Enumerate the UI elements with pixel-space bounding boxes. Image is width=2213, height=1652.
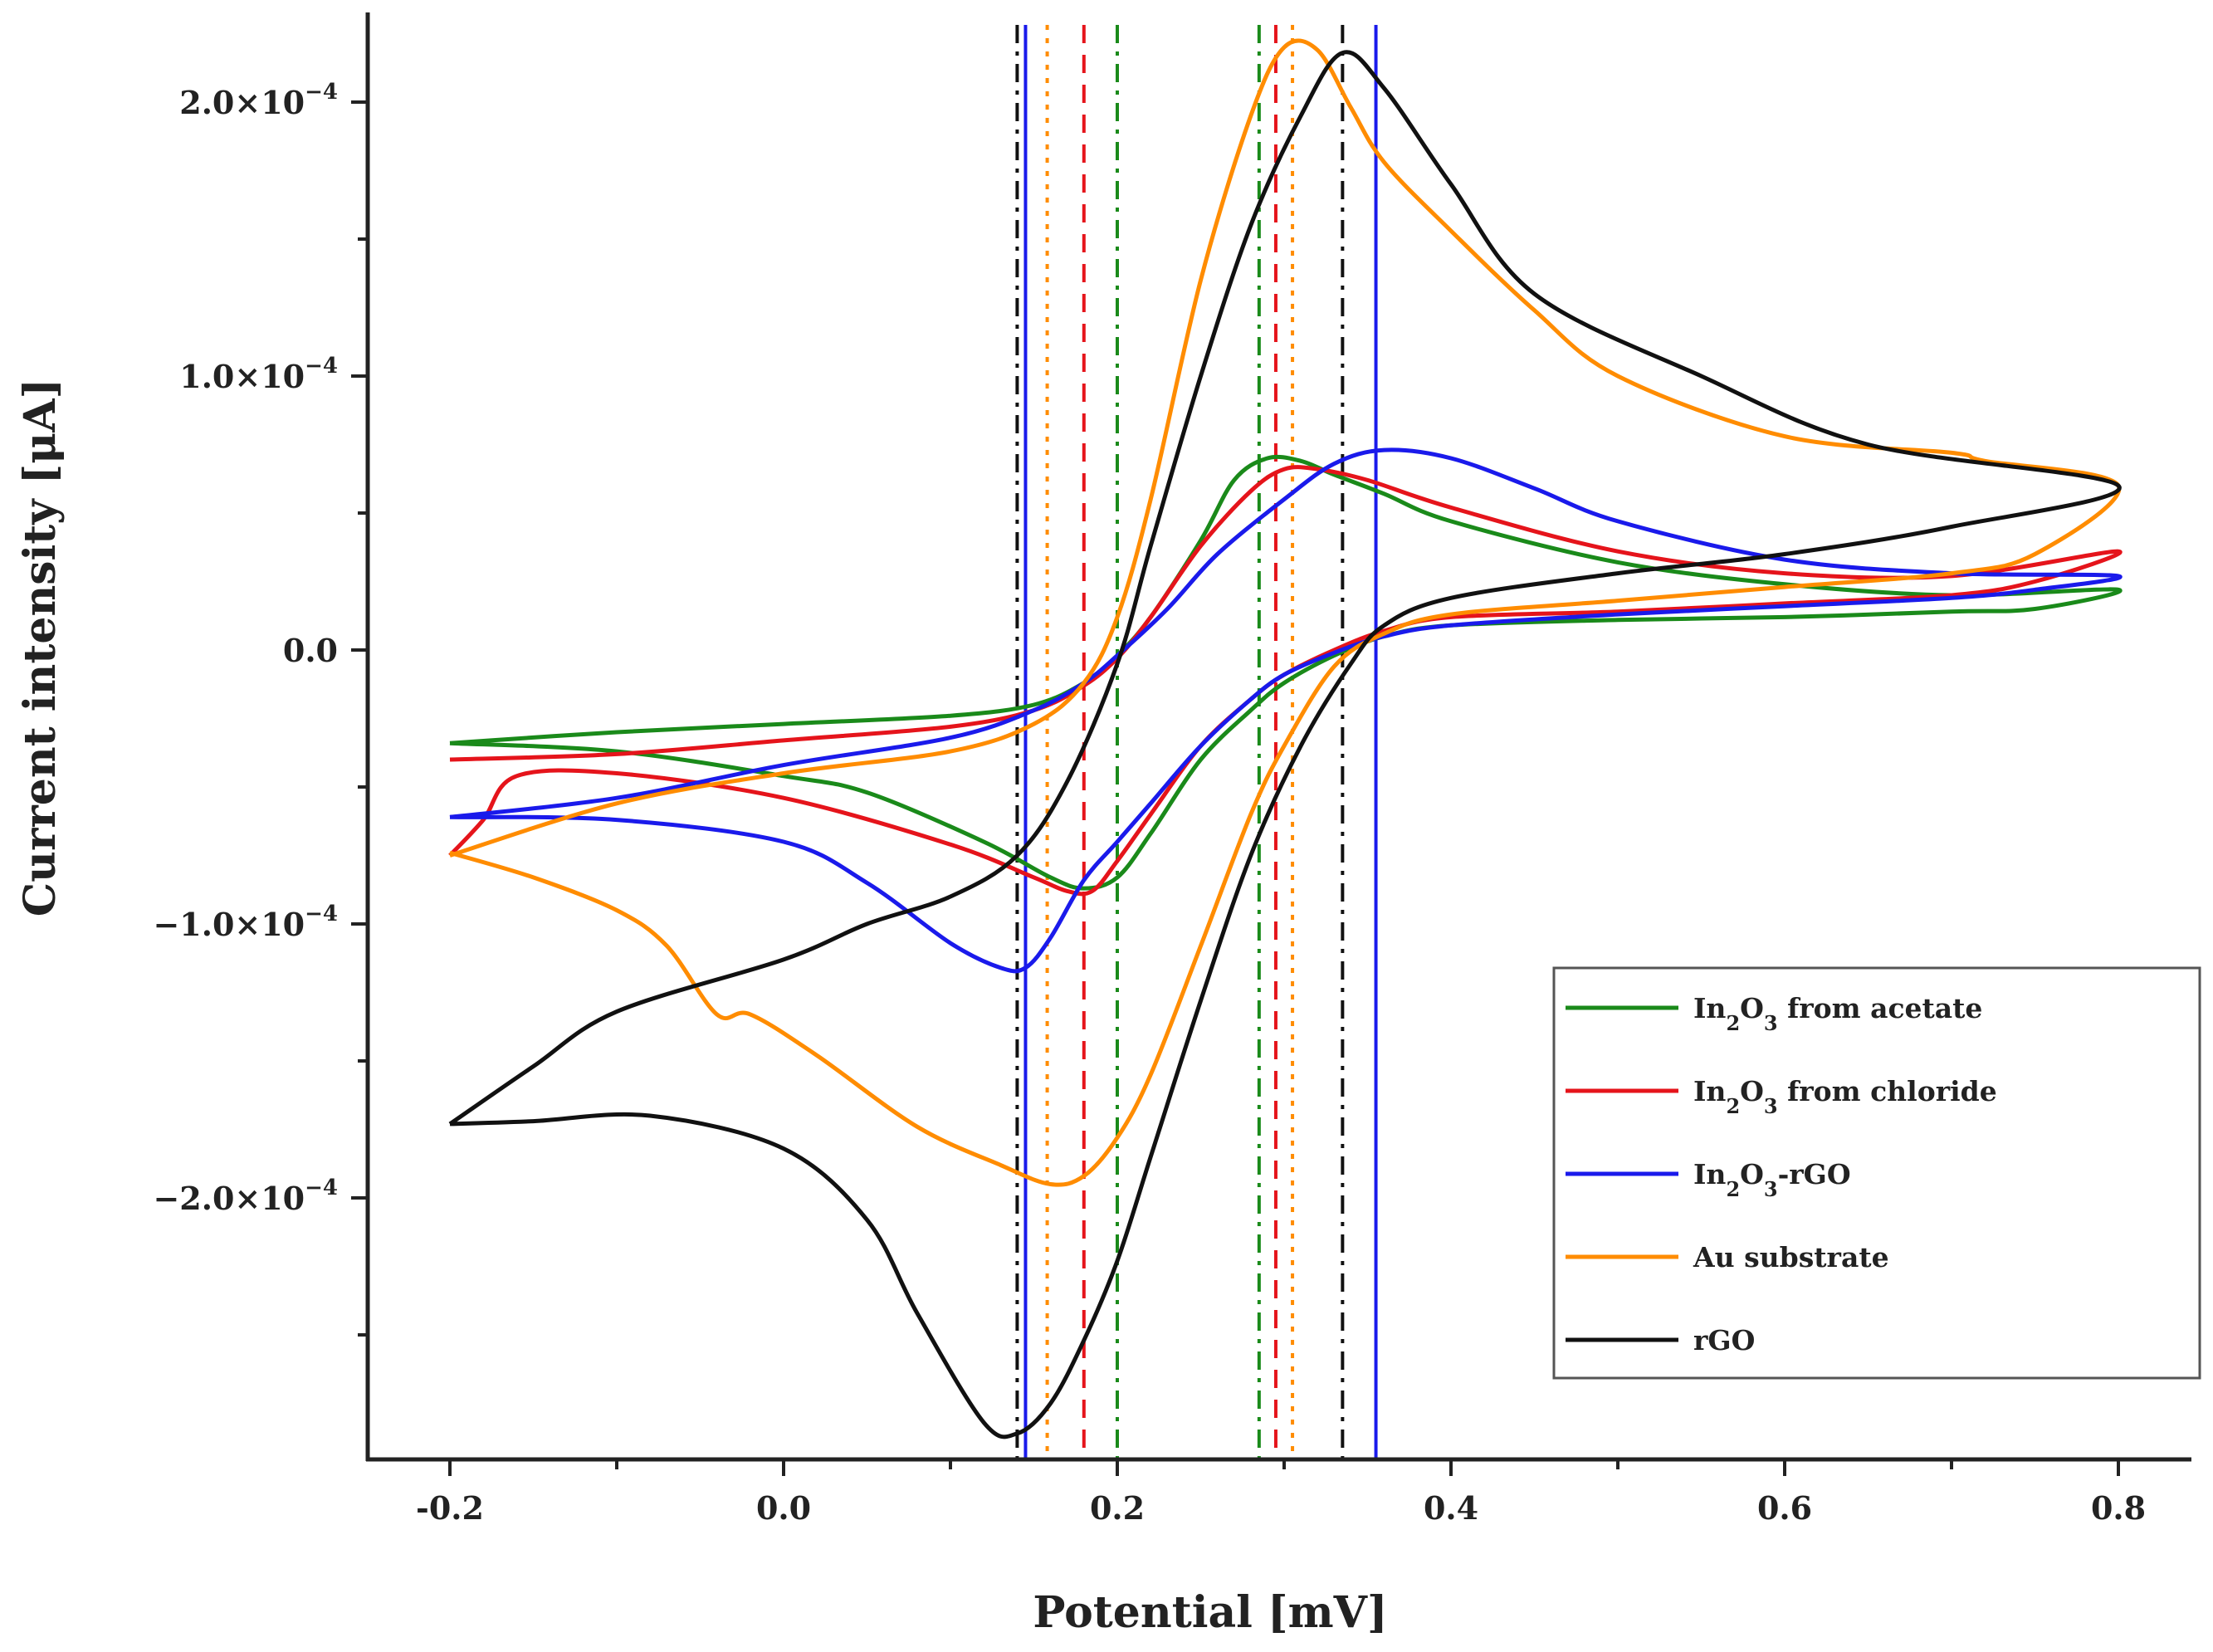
legend-label-2: In2O3-rGO <box>1693 1158 1851 1201</box>
series-curve-2 <box>449 447 2123 974</box>
y-axis-title: Current intensity [μA] <box>15 379 66 916</box>
x-ticks: -0.2 0.0 0.2 0.4 0.6 0.8 <box>416 1459 2146 1527</box>
series-curve-3 <box>449 38 2122 1187</box>
x-tick-label-3: 0.4 <box>1424 1489 1478 1527</box>
series-curve-4 <box>448 50 2122 1439</box>
legend-label-4: rGO <box>1693 1324 1755 1356</box>
peak-potential-lines <box>1015 25 1378 1459</box>
axes <box>365 12 2191 1462</box>
y-tick-label-2: 0.0 <box>283 632 338 669</box>
legend-label-0: In2O3 from acetate <box>1693 992 1982 1035</box>
legend-label-1: In2O3 from chloride <box>1693 1075 1997 1118</box>
y-tick-label-4: −2.0×10−4 <box>153 1175 338 1217</box>
series-curves <box>448 38 2123 1439</box>
y-tick-label-3: −1.0×10−4 <box>153 902 338 943</box>
x-axis-title: Potential [mV] <box>1033 1587 1387 1638</box>
y-tick-label-0: 2.0×10−4 <box>179 80 338 121</box>
legend-label-3: Au substrate <box>1693 1241 1889 1273</box>
x-tick-label-5: 0.8 <box>2091 1489 2146 1527</box>
x-tick-label-1: 0.0 <box>756 1489 811 1527</box>
legend: In2O3 from acetate In2O3 from chloride In2… <box>1552 966 2201 1380</box>
y-tick-label-1: 1.0×10−4 <box>179 354 338 395</box>
x-tick-label-2: 0.2 <box>1090 1489 1145 1527</box>
y-ticks: 2.0×10−4 1.0×10−4 0.0 −1.0×10−4 −2.0×10−4 <box>153 80 368 1337</box>
x-tick-label-0: -0.2 <box>416 1489 484 1527</box>
series-curve-1 <box>448 465 2123 897</box>
x-tick-label-4: 0.6 <box>1757 1489 1812 1527</box>
